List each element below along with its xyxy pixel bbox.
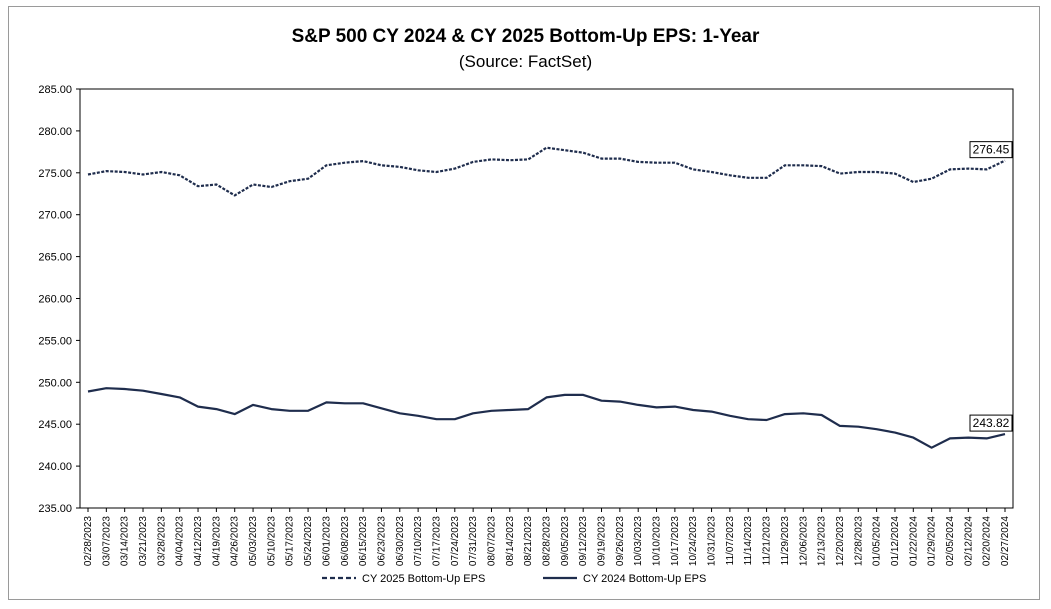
cy2025-end-label-box	[969, 141, 1013, 159]
x-tick-label: 09/05/2023	[560, 516, 571, 566]
y-tick-label: 285.00	[38, 84, 72, 96]
y-tick-label: 265.00	[38, 252, 72, 264]
x-tick-label: 04/19/2023	[211, 516, 222, 566]
x-tick-label: 06/30/2023	[395, 516, 406, 566]
x-tick-label: 09/26/2023	[615, 516, 626, 566]
x-tick-label: 05/24/2023	[303, 516, 314, 566]
x-tick-label: 03/07/2023	[101, 516, 112, 566]
x-tick-label: 06/15/2023	[358, 516, 369, 566]
cy2024-legend-label: CY 2024 Bottom-Up EPS	[583, 573, 706, 585]
x-tick-label: 01/29/2024	[927, 516, 938, 566]
x-tick-label: 10/24/2023	[688, 516, 699, 566]
x-axis: 02/28/2023 03/07/2023 03/14/2023 03/21/2023…	[83, 508, 1011, 566]
x-tick-label: 10/31/2023	[707, 516, 718, 566]
x-tick-label: 03/21/2023	[138, 516, 149, 566]
x-tick-label: 11/21/2023	[762, 516, 773, 566]
x-tick-label: 02/12/2024	[963, 516, 974, 566]
x-tick-label: 06/23/2023	[376, 516, 387, 566]
y-tick-label: 255.00	[38, 335, 72, 347]
x-tick-label: 10/10/2023	[652, 516, 663, 566]
chart-title: S&P 500 CY 2024 & CY 2025 Bottom-Up EPS:…	[291, 26, 760, 47]
x-tick-label: 02/20/2024	[982, 516, 993, 566]
cy2025-legend-label: CY 2025 Bottom-Up EPS	[362, 573, 485, 585]
cy2025-end-label: 276.45	[973, 143, 1010, 157]
x-tick-label: 09/12/2023	[578, 516, 589, 566]
chart-subtitle: (Source: FactSet)	[458, 52, 593, 71]
x-tick-label: 11/14/2023	[743, 516, 754, 566]
x-tick-label: 11/07/2023	[725, 516, 736, 566]
x-tick-label: 12/13/2023	[817, 516, 828, 566]
x-tick-label: 03/14/2023	[120, 516, 131, 566]
x-tick-label: 08/07/2023	[486, 516, 497, 566]
x-tick-label: 05/10/2023	[266, 516, 277, 566]
x-tick-label: 10/17/2023	[670, 516, 681, 566]
cy2025-eps-line	[87, 146, 1006, 197]
x-tick-label: 01/12/2024	[890, 516, 901, 566]
x-tick-label: 03/28/2023	[156, 516, 167, 566]
x-tick-label: 08/14/2023	[505, 516, 516, 566]
x-tick-label: 06/01/2023	[321, 516, 332, 566]
y-tick-label: 245.00	[38, 419, 72, 431]
cy2024-end-label-box	[969, 414, 1013, 432]
x-tick-label: 02/28/2023	[83, 516, 94, 566]
x-tick-label: 06/08/2023	[340, 516, 351, 566]
cy2024-eps-line	[87, 387, 1006, 449]
x-tick-label: 08/28/2023	[542, 516, 553, 566]
x-tick-label: 12/06/2023	[798, 516, 809, 566]
y-tick-label: 260.00	[38, 294, 72, 306]
x-tick-label: 07/24/2023	[450, 516, 461, 566]
x-tick-label: 12/28/2023	[853, 516, 864, 566]
y-tick-label: 250.00	[38, 377, 72, 389]
x-tick-label: 07/31/2023	[468, 516, 479, 566]
x-tick-label: 04/26/2023	[230, 516, 241, 566]
y-tick-label: 275.00	[38, 168, 72, 180]
legend: CY 2025 Bottom-Up EPS CY 2024 Bottom-Up E…	[322, 573, 706, 585]
plot-area	[79, 88, 1014, 509]
y-tick-label: 280.00	[38, 126, 72, 138]
x-tick-label: 07/17/2023	[431, 516, 442, 566]
y-axis: 285.00 280.00 275.00 270.00 265.00 260.00 255.…	[38, 84, 80, 515]
x-tick-label: 08/21/2023	[523, 516, 534, 566]
x-tick-label: 10/03/2023	[633, 516, 644, 566]
y-tick-label: 240.00	[38, 461, 72, 473]
series-layer: 276.45 243.82	[87, 141, 1013, 449]
y-tick-label: 270.00	[38, 210, 72, 222]
x-tick-label: 02/05/2024	[945, 516, 956, 566]
x-tick-label: 09/19/2023	[597, 516, 608, 566]
y-tick-label: 235.00	[38, 503, 72, 515]
x-tick-label: 04/12/2023	[193, 516, 204, 566]
cy2024-end-label: 243.82	[973, 416, 1010, 430]
x-tick-label: 12/20/2023	[835, 516, 846, 566]
x-tick-label: 01/05/2024	[872, 516, 883, 566]
x-tick-label: 07/10/2023	[413, 516, 424, 566]
x-tick-label: 11/29/2023	[780, 516, 791, 566]
x-tick-label: 01/22/2024	[908, 516, 919, 566]
x-tick-label: 05/03/2023	[248, 516, 259, 566]
x-tick-label: 05/17/2023	[285, 516, 296, 566]
plot-border	[79, 88, 1014, 509]
x-tick-label: 02/27/2024	[1000, 516, 1011, 566]
x-tick-label: 04/04/2023	[175, 516, 186, 566]
